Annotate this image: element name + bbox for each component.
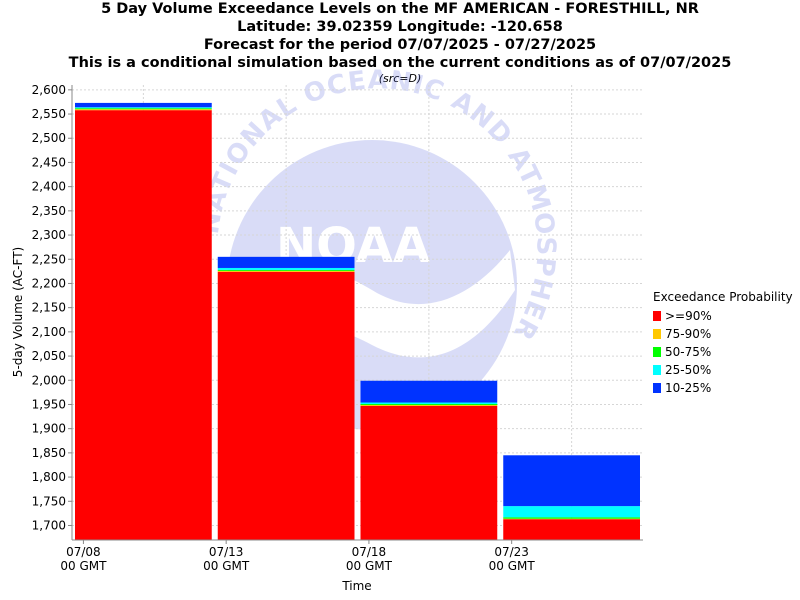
y-tick-label: 2,100 [32, 325, 66, 339]
legend-item: 50-75% [653, 343, 793, 361]
axes [71, 85, 643, 541]
bar-segment [75, 102, 212, 108]
legend-label: >=90% [665, 309, 712, 323]
bar-segment [360, 404, 498, 406]
bar-segment [360, 402, 498, 404]
legend-swatch [653, 365, 661, 375]
legend-swatch [653, 311, 661, 321]
y-tick-label: 1,850 [32, 446, 66, 460]
y-axis-ticks: 1,700 1,750 1,800 1,850 1,900 1,950 2,000 2,050… [32, 83, 72, 532]
period-subtitle: Forecast for the period 07/07/2025 - 07/… [203, 37, 597, 53]
bar-segment [217, 269, 355, 271]
y-tick-label: 2,450 [32, 155, 66, 169]
legend-swatch [653, 347, 661, 357]
bar-07-13 [217, 256, 355, 540]
y-tick-label: 1,800 [32, 470, 66, 484]
y-tick-label: 1,900 [32, 422, 66, 436]
y-tick-label: 2,000 [32, 373, 66, 387]
bar-segment [503, 517, 640, 519]
bar-07-18 [360, 380, 498, 540]
legend-label: 10-25% [665, 381, 712, 395]
x-tick-label: 07/18 [352, 545, 387, 559]
legend-item: 75-90% [653, 325, 793, 343]
legend-label: 25-50% [665, 363, 712, 377]
y-tick-label: 2,500 [32, 131, 66, 145]
condition-subtitle: This is a conditional simulation based o… [68, 55, 732, 71]
y-tick-label: 2,400 [32, 180, 66, 194]
legend: Exceedance Probability >=90% 75-90% 50-75%… [653, 289, 793, 397]
bar-segment [360, 380, 498, 403]
legend-label: 50-75% [665, 345, 712, 359]
bar-segment [75, 108, 212, 110]
chart-title: 5 Day Volume Exceedance Levels on the MF… [101, 1, 699, 17]
y-tick-label: 2,150 [32, 301, 66, 315]
x-tick-label: 07/23 [494, 545, 529, 559]
legend-items: >=90% 75-90% 50-75% 25-50% 10-25% [653, 307, 793, 397]
bar-segment [217, 271, 355, 540]
legend-swatch [653, 329, 661, 339]
y-tick-label: 2,050 [32, 349, 66, 363]
bar-segment [217, 256, 355, 268]
y-tick-label: 2,550 [32, 107, 66, 121]
x-tick-sublabel: 00 GMT [489, 559, 536, 573]
location-subtitle: Latitude: 39.02359 Longitude: -120.658 [237, 19, 563, 35]
y-axis-label: 5-day Volume (AC-FT) [11, 247, 25, 377]
bar-segment [360, 405, 498, 540]
y-tick-label: 2,200 [32, 276, 66, 290]
x-tick-label: 07/08 [66, 545, 101, 559]
bar-segment [503, 455, 640, 507]
y-tick-label: 1,750 [32, 494, 66, 508]
legend-item: 25-50% [653, 361, 793, 379]
bar-segment [217, 267, 355, 270]
y-tick-label: 2,600 [32, 83, 66, 97]
y-tick-label: 2,350 [32, 204, 66, 218]
source-note: (src=D) [378, 72, 422, 85]
bar-segment [75, 110, 212, 540]
bar-segment [503, 506, 640, 518]
grid-lines [72, 85, 643, 540]
bar-segment [503, 519, 640, 540]
legend-item: 10-25% [653, 379, 793, 397]
x-tick-sublabel: 00 GMT [346, 559, 393, 573]
legend-title: Exceedance Probability [653, 290, 793, 304]
legend-swatch [653, 383, 661, 393]
y-tick-label: 2,300 [32, 228, 66, 242]
x-tick-sublabel: 00 GMT [60, 559, 107, 573]
y-tick-label: 2,250 [32, 252, 66, 266]
bar-series [75, 102, 640, 540]
bar-segment [75, 109, 212, 111]
x-tick-label: 07/13 [209, 545, 244, 559]
legend-item: >=90% [653, 307, 793, 325]
bar-07-23 [503, 455, 640, 540]
bar-segment [75, 107, 212, 109]
y-tick-label: 1,950 [32, 397, 66, 411]
x-tick-sublabel: 00 GMT [203, 559, 250, 573]
y-tick-label: 1,700 [32, 518, 66, 532]
bar-07-08 [75, 102, 212, 540]
bar-segment [217, 270, 355, 272]
x-axis-label: Time [341, 579, 371, 593]
legend-label: 75-90% [665, 327, 712, 341]
chart-titles: 5 Day Volume Exceedance Levels on the MF… [0, 0, 800, 86]
bar-segment [360, 403, 498, 405]
